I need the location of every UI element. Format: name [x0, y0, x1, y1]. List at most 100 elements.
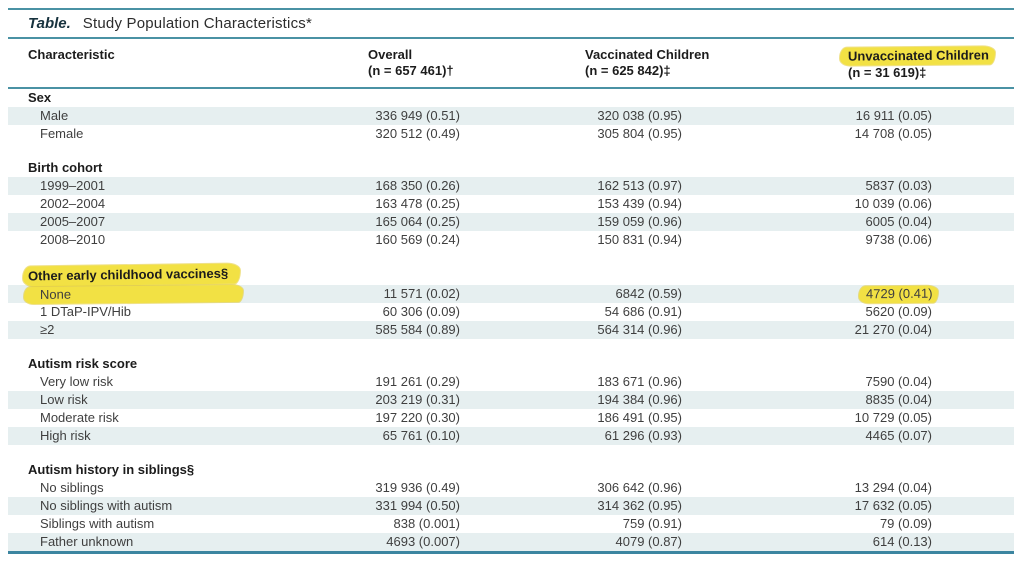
cell-overall: 4693 (0.007)	[353, 533, 460, 553]
row-label: Low risk	[8, 391, 353, 409]
cell-overall: 203 219 (0.31)	[353, 391, 460, 409]
cell-vaccinated: 54 686 (0.91)	[604, 304, 682, 319]
cell-unvaccinated: 5620 (0.09)	[865, 304, 933, 319]
highlighter-mark-section: Other early childhood vaccines§	[22, 263, 241, 287]
cell-vaccinated: 159 059 (0.96)	[460, 213, 682, 231]
cell-unvaccinated: 7590 (0.04)	[865, 374, 933, 389]
cell-vaccinated: 564 314 (0.96)	[460, 321, 682, 339]
cell-vaccinated: 314 362 (0.95)	[460, 497, 682, 515]
section-gap	[8, 249, 1014, 265]
cell-overall: 11 571 (0.02)	[353, 285, 460, 303]
cell-overall: 60 306 (0.09)	[382, 304, 460, 319]
table-row: 2008–2010 160 569 (0.24) 150 831 (0.94) …	[8, 231, 1014, 249]
cell-overall: 838 (0.001)	[393, 516, 461, 531]
row-label: Male	[8, 107, 353, 125]
col-header-vaccinated-line1: Vaccinated Children	[585, 47, 710, 62]
cell-vaccinated: 186 491 (0.95)	[597, 410, 682, 425]
cell-unvaccinated: 4465 (0.07)	[682, 427, 932, 445]
row-label: Moderate risk	[40, 410, 119, 425]
table-title: Table. Study Population Characteristics*	[8, 10, 1014, 37]
cell-overall: 585 584 (0.89)	[353, 321, 460, 339]
section-label: Autism history in siblings§	[28, 462, 195, 477]
cell-vaccinated: 759 (0.91)	[622, 516, 682, 531]
highlighter-mark-value: 4729 (0.41)	[858, 285, 938, 304]
col-header-characteristic: Characteristic	[8, 39, 353, 89]
col-header-unvaccinated: Unvaccinated Children (n = 31 619)‡	[682, 39, 995, 89]
cell-unvaccinated: 614 (0.13)	[682, 533, 932, 553]
cell-unvaccinated: 10 729 (0.05)	[854, 410, 932, 425]
paper-table: Table. Study Population Characteristics*…	[8, 8, 1014, 554]
characteristics-table: Characteristic Overall (n = 657 461)† Va…	[8, 39, 1014, 554]
table-row: High risk 65 761 (0.10) 61 296 (0.93) 44…	[8, 427, 1014, 445]
row-label: Female	[40, 126, 84, 141]
section-header-birth-cohort: Birth cohort	[8, 159, 1014, 177]
cell-overall: 336 949 (0.51)	[353, 107, 460, 125]
table-row: 1 DTaP-IPV/Hib 60 306 (0.09) 54 686 (0.9…	[8, 303, 1014, 321]
section-header-siblings: Autism history in siblings§	[8, 461, 1014, 479]
table-row: Low risk 203 219 (0.31) 194 384 (0.96) 8…	[8, 391, 1014, 409]
section-label: Autism risk score	[28, 356, 138, 371]
cell-overall: 165 064 (0.25)	[353, 213, 460, 231]
cell-unvaccinated: 9738 (0.06)	[865, 232, 933, 247]
row-label: 1 DTaP-IPV/Hib	[40, 304, 132, 319]
row-label: Very low risk	[40, 374, 113, 389]
table-row: Moderate risk 197 220 (0.30) 186 491 (0.…	[8, 409, 1014, 427]
cell-vaccinated: 150 831 (0.94)	[597, 232, 682, 247]
highlighter-mark-none: None	[23, 284, 244, 305]
cell-overall: 331 994 (0.50)	[353, 497, 460, 515]
row-label: ≥2	[8, 321, 353, 339]
cell-unvaccinated: 5837 (0.03)	[682, 177, 932, 195]
table-row: No siblings with autism 331 994 (0.50) 3…	[8, 497, 1014, 515]
cell-vaccinated: 153 439 (0.94)	[597, 196, 682, 211]
cell-unvaccinated: 6005 (0.04)	[682, 213, 932, 231]
cell-unvaccinated: 17 632 (0.05)	[682, 497, 932, 515]
row-label: No siblings	[40, 480, 104, 495]
cell-unvaccinated: 13 294 (0.04)	[854, 480, 932, 495]
col-header-vaccinated: Vaccinated Children (n = 625 842)‡	[460, 39, 710, 89]
table-row: 2005–2007 165 064 (0.25) 159 059 (0.96) …	[8, 213, 1014, 231]
col-header-overall: Overall (n = 657 461)†	[353, 39, 460, 89]
cell-unvaccinated: 16 911 (0.05)	[682, 107, 932, 125]
header-row: Characteristic Overall (n = 657 461)† Va…	[8, 39, 1014, 89]
cell-overall: 319 936 (0.49)	[375, 480, 460, 495]
section-gap	[8, 143, 1014, 159]
table-row: Very low risk 191 261 (0.29) 183 671 (0.…	[8, 373, 1014, 391]
cell-vaccinated: 61 296 (0.93)	[460, 427, 682, 445]
cell-overall: 65 761 (0.10)	[353, 427, 460, 445]
section-label: Sex	[28, 90, 52, 105]
cell-overall: 163 478 (0.25)	[375, 196, 460, 211]
table-row: None 11 571 (0.02) 6842 (0.59) 4729 (0.4…	[8, 284, 1014, 305]
row-label: 2002–2004	[40, 196, 106, 211]
table-row: No siblings 319 936 (0.49) 306 642 (0.96…	[8, 479, 1014, 497]
table-row: Male 336 949 (0.51) 320 038 (0.95) 16 91…	[8, 107, 1014, 125]
cell-overall: 191 261 (0.29)	[375, 374, 460, 389]
cell-vaccinated: 305 804 (0.95)	[597, 126, 682, 141]
cell-vaccinated: 306 642 (0.96)	[597, 480, 682, 495]
cell-vaccinated: 194 384 (0.96)	[460, 391, 682, 409]
cell-overall: 320 512 (0.49)	[375, 126, 460, 141]
table-row: Father unknown 4693 (0.007) 4079 (0.87) …	[8, 533, 1014, 553]
cell-unvaccinated: 10 039 (0.06)	[854, 196, 932, 211]
table-row: Siblings with autism 838 (0.001) 759 (0.…	[8, 515, 1014, 533]
cell-vaccinated: 6842 (0.59)	[460, 285, 682, 303]
cell-vaccinated: 162 513 (0.97)	[460, 177, 682, 195]
cell-overall: 197 220 (0.30)	[375, 410, 460, 425]
section-gap	[8, 339, 1014, 355]
row-label: 1999–2001	[8, 177, 353, 195]
cell-vaccinated: 183 671 (0.96)	[597, 374, 682, 389]
row-label: Father unknown	[8, 533, 353, 553]
row-label: High risk	[8, 427, 353, 445]
top-rule	[8, 8, 1014, 10]
table-row: ≥2 585 584 (0.89) 564 314 (0.96) 21 270 …	[8, 321, 1014, 339]
row-label: 2008–2010	[40, 232, 106, 247]
cell-unvaccinated: 21 270 (0.04)	[682, 321, 932, 339]
section-header-sex: Sex	[8, 88, 1014, 107]
cell-overall: 160 569 (0.24)	[375, 232, 460, 247]
table-row: 2002–2004 163 478 (0.25) 153 439 (0.94) …	[8, 195, 1014, 213]
cell-unvaccinated: 14 708 (0.05)	[854, 126, 932, 141]
cell-unvaccinated: 8835 (0.04)	[682, 391, 932, 409]
table-title-label: Table.	[28, 15, 71, 32]
cell-vaccinated: 320 038 (0.95)	[460, 107, 682, 125]
cell-vaccinated: 4079 (0.87)	[460, 533, 682, 553]
col-header-unvaccinated-line2: (n = 31 619)‡	[848, 65, 927, 80]
